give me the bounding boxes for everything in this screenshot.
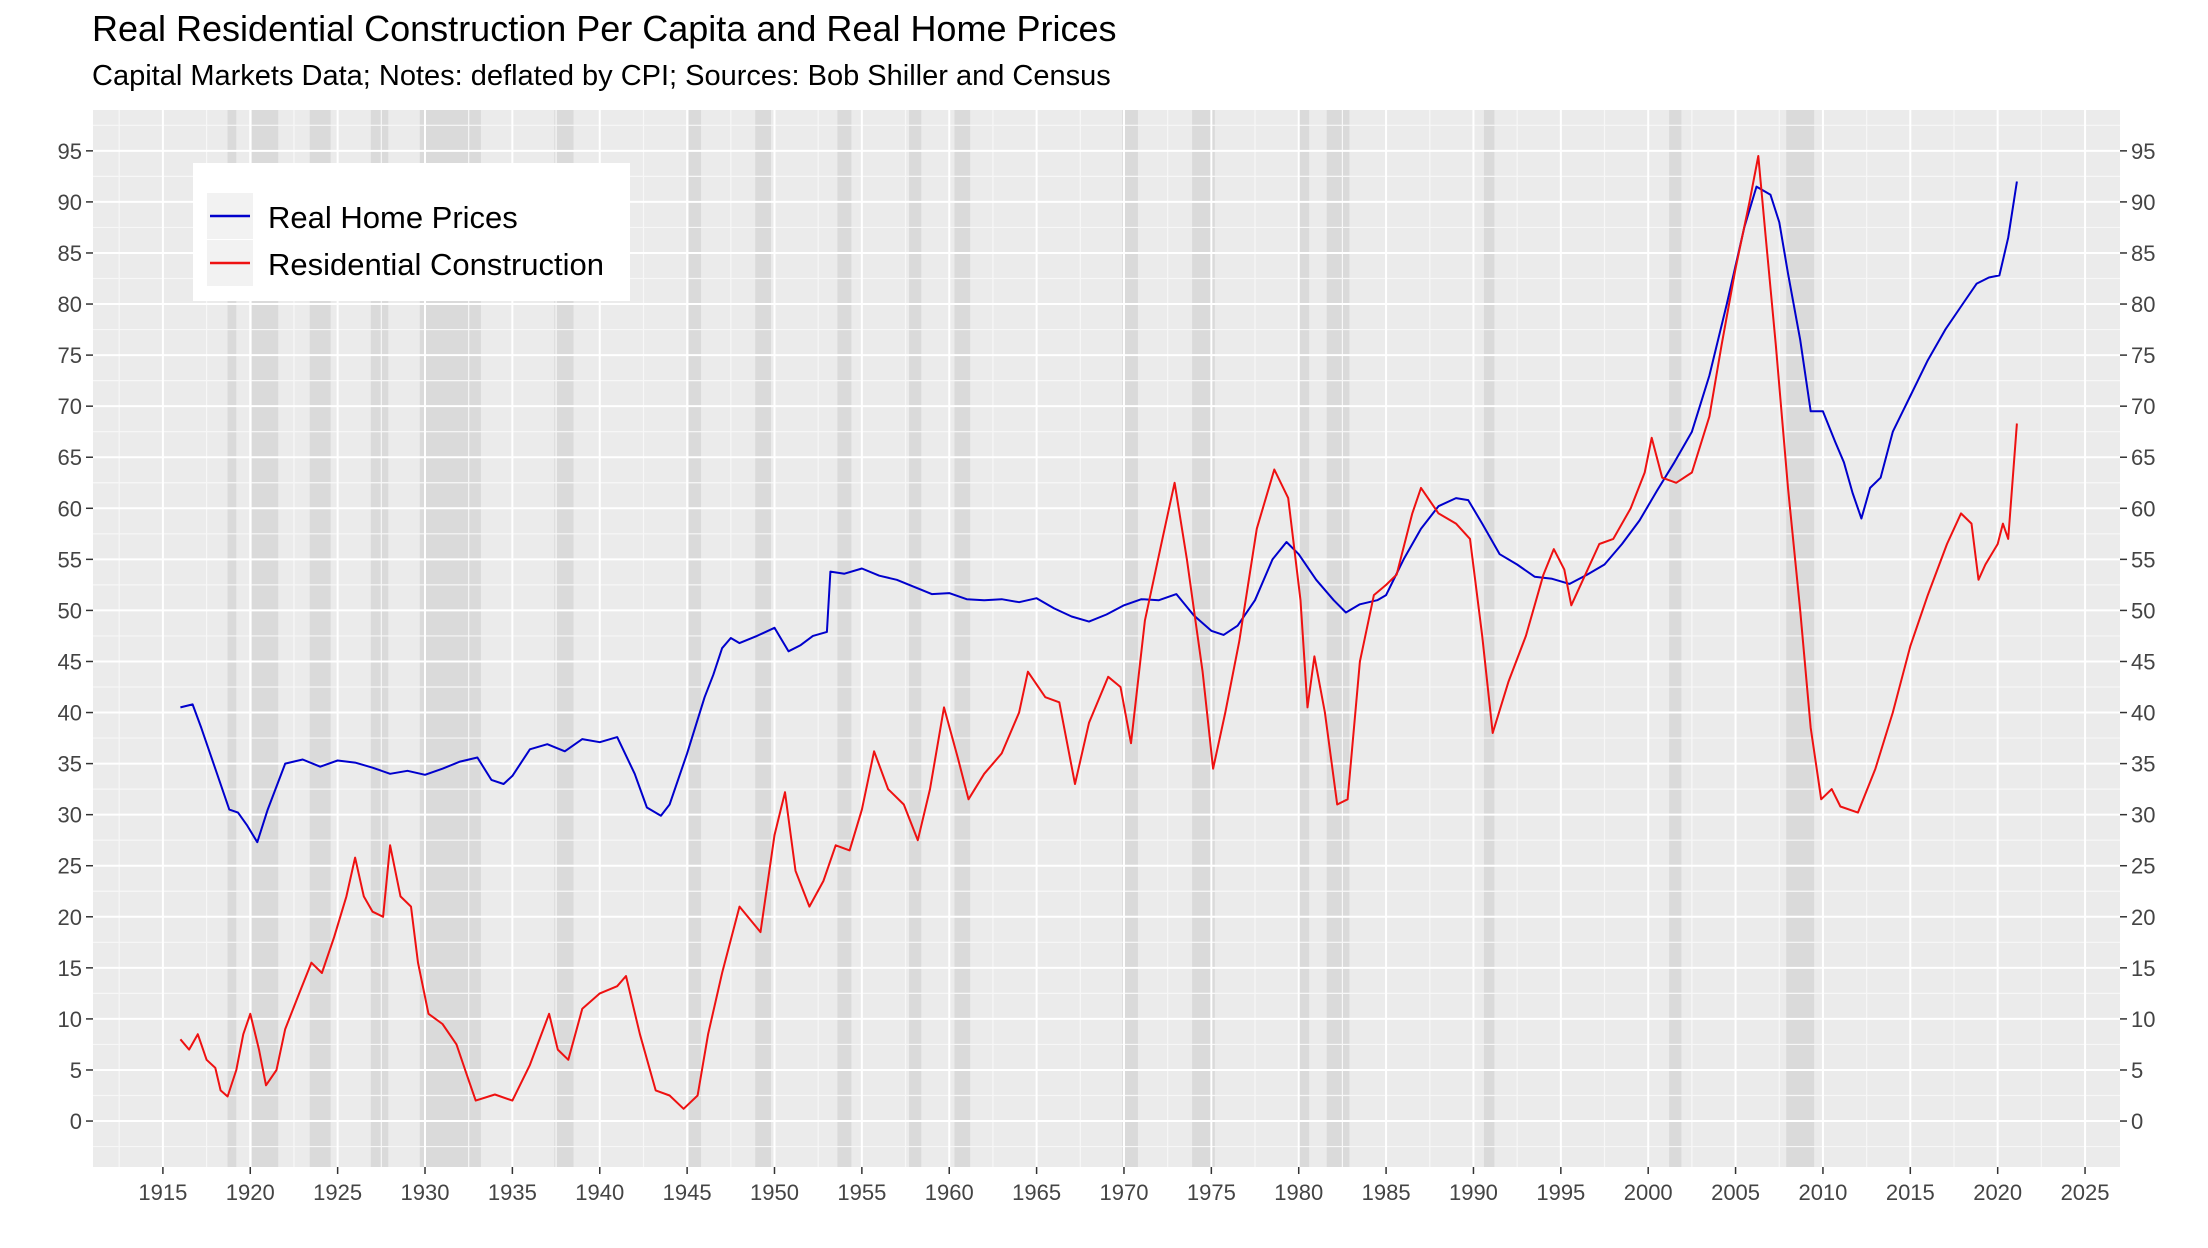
y-tick-label-left: 65	[58, 445, 82, 470]
y-tick-label-left: 85	[58, 241, 82, 266]
chart-subtitle: Capital Markets Data; Notes: deflated by…	[92, 60, 1111, 92]
y-tick-label-right: 85	[2131, 241, 2155, 266]
series-line-0	[180, 181, 2018, 844]
recession-band-2	[309, 110, 331, 1167]
y-tick-label-left: 45	[58, 649, 82, 674]
recession-band-8	[837, 110, 852, 1167]
recession-band-5	[554, 110, 574, 1167]
y-tick-label-left: 60	[58, 496, 82, 521]
recession-band-15	[1483, 110, 1495, 1167]
y-tick-label-left: 95	[58, 139, 82, 164]
y-tick-label-right: 50	[2131, 598, 2155, 623]
x-tick-label: 1925	[313, 1180, 362, 1205]
y-tick-label-left: 30	[58, 803, 82, 828]
y-tick-label-right: 45	[2131, 649, 2155, 674]
x-tick-label: 1920	[226, 1180, 275, 1205]
y-tick-label-right: 25	[2131, 854, 2155, 879]
recession-band-7	[755, 110, 771, 1167]
y-tick-label-left: 35	[58, 752, 82, 777]
legend: Real Home Prices Residential Constructio…	[193, 163, 630, 301]
y-tick-label-right: 15	[2131, 956, 2155, 981]
y-tick-label-right: 30	[2131, 803, 2155, 828]
x-tick-label: 2015	[1886, 1180, 1935, 1205]
y-tick-label-right: 10	[2131, 1007, 2155, 1032]
x-tick-label: 1940	[575, 1180, 624, 1205]
y-tick-label-right: 0	[2131, 1109, 2143, 1134]
y-tick-label-right: 60	[2131, 496, 2155, 521]
y-tick-label-left: 50	[58, 598, 82, 623]
x-tick-label: 2005	[1711, 1180, 1760, 1205]
y-tick-label-right: 75	[2131, 343, 2155, 368]
y-tick-label-right: 80	[2131, 292, 2155, 317]
y-tick-label-right: 40	[2131, 701, 2155, 726]
x-tick-label: 1945	[663, 1180, 712, 1205]
y-tick-label-left: 55	[58, 547, 82, 572]
series-lines	[179, 155, 2018, 1110]
legend-box	[193, 163, 630, 301]
x-tick-label: 1985	[1362, 1180, 1411, 1205]
recession-bands	[227, 110, 1815, 1167]
x-tick-label: 1935	[488, 1180, 537, 1205]
y-tick-label-left: 70	[58, 394, 82, 419]
recession-band-11	[1122, 110, 1138, 1167]
grid-lines	[93, 110, 2120, 1167]
y-tick-label-right: 65	[2131, 445, 2155, 470]
x-tick-label: 1930	[401, 1180, 450, 1205]
recession-band-17	[1786, 110, 1815, 1167]
x-tick-label: 2000	[1624, 1180, 1673, 1205]
x-tick-label: 1955	[837, 1180, 886, 1205]
recession-band-10	[954, 110, 971, 1167]
y-tick-label-right: 5	[2131, 1058, 2143, 1083]
x-tick-label: 1960	[925, 1180, 974, 1205]
y-tick-label-right: 90	[2131, 190, 2155, 215]
x-tick-label: 2025	[2061, 1180, 2110, 1205]
y-tick-label-right: 55	[2131, 547, 2155, 572]
x-tick-label: 1990	[1449, 1180, 1498, 1205]
recession-band-14	[1326, 110, 1350, 1167]
y-tick-label-left: 75	[58, 343, 82, 368]
y-tick-label-left: 40	[58, 701, 82, 726]
y-tick-label-left: 0	[70, 1109, 82, 1134]
y-tick-label-right: 35	[2131, 752, 2155, 777]
y-tick-label-left: 15	[58, 956, 82, 981]
y-tick-label-left: 80	[58, 292, 82, 317]
legend-label-construction: Residential Construction	[268, 247, 604, 282]
legend-label-home-prices: Real Home Prices	[268, 200, 518, 235]
recession-band-16	[1669, 110, 1682, 1167]
x-tick-label: 1995	[1536, 1180, 1585, 1205]
y-tick-label-right: 70	[2131, 394, 2155, 419]
recession-band-12	[1192, 110, 1215, 1167]
chart-title: Real Residential Construction Per Capita…	[92, 8, 1117, 49]
recession-band-0	[227, 110, 237, 1167]
y-tick-label-left: 20	[58, 905, 82, 930]
y-tick-label-left: 5	[70, 1058, 82, 1083]
x-tick-label: 1975	[1187, 1180, 1236, 1205]
y-tick-label-right: 95	[2131, 139, 2155, 164]
x-tick-label: 1970	[1099, 1180, 1148, 1205]
y-tick-label-left: 10	[58, 1007, 82, 1032]
series-line-1	[179, 155, 2018, 1110]
x-tick-label: 1965	[1012, 1180, 1061, 1205]
recession-band-9	[909, 110, 922, 1167]
y-tick-label-left: 90	[58, 190, 82, 215]
x-tick-label: 1915	[138, 1180, 187, 1205]
y-tick-label-right: 20	[2131, 905, 2155, 930]
y-tick-label-left: 25	[58, 854, 82, 879]
recession-band-6	[688, 110, 702, 1167]
x-tick-label: 1950	[750, 1180, 799, 1205]
x-tick-label: 2010	[1798, 1180, 1847, 1205]
x-tick-label: 2020	[1973, 1180, 2022, 1205]
x-tick-label: 1980	[1274, 1180, 1323, 1205]
